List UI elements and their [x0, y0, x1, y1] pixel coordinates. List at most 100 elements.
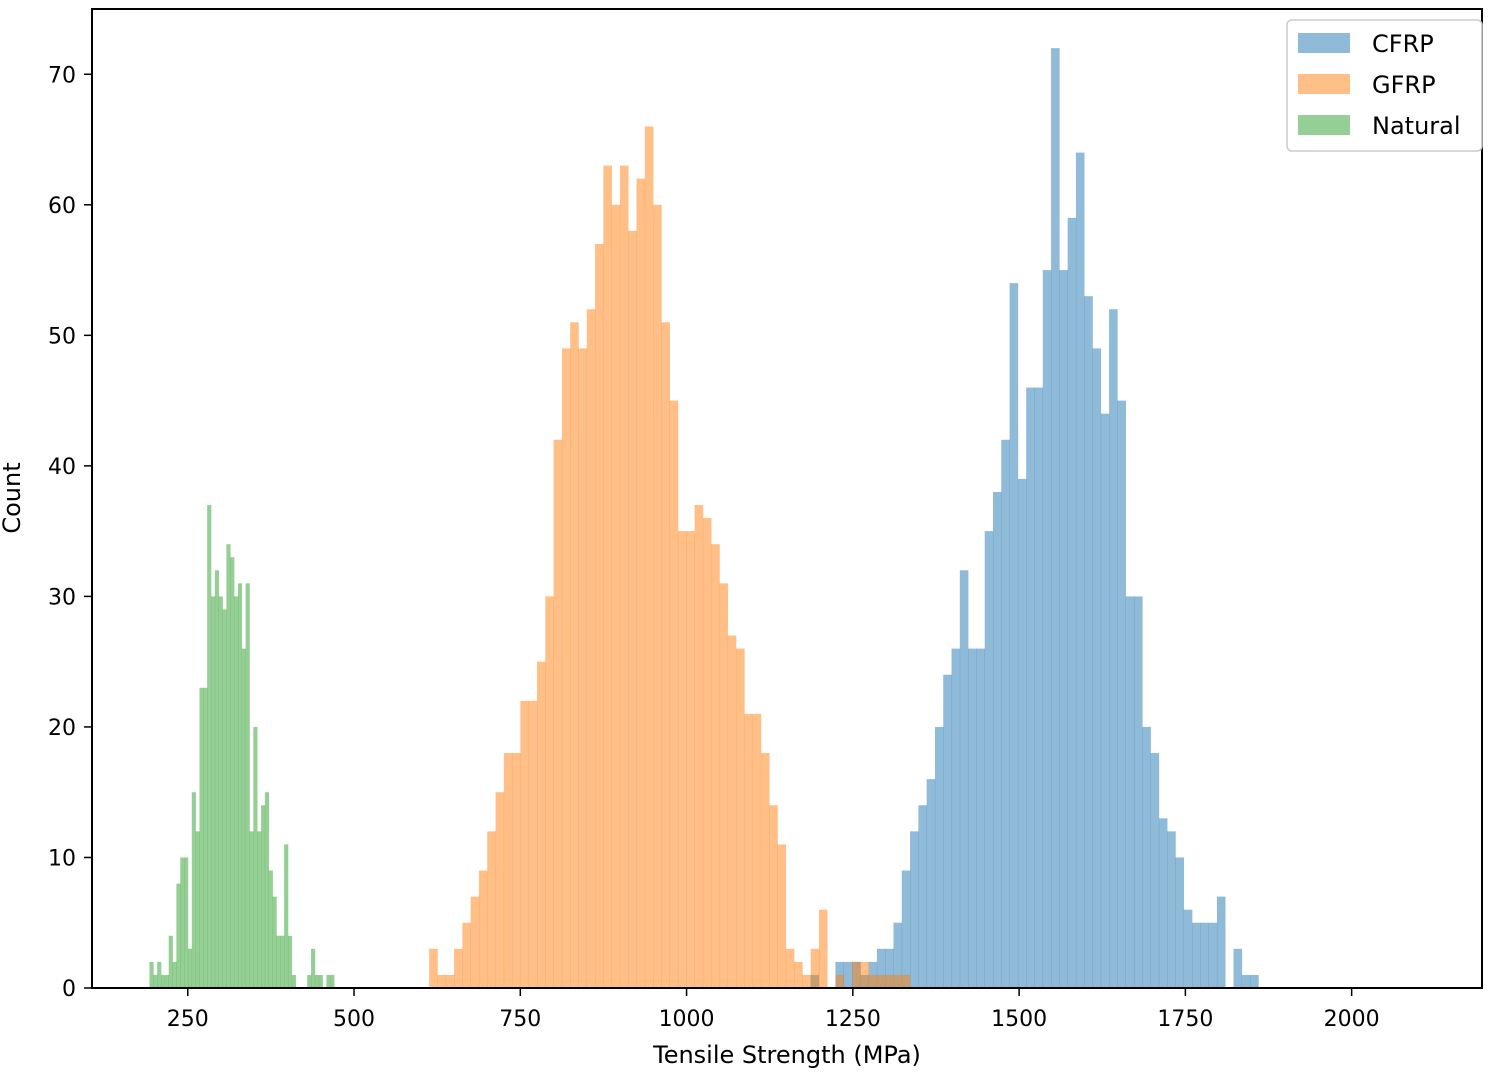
bar-gfrp — [877, 974, 886, 988]
bar-gfrp — [528, 700, 538, 988]
bar-cfrp — [1001, 439, 1010, 988]
bar-natural — [291, 974, 296, 988]
bar-gfrp — [777, 844, 787, 988]
bar-natural — [245, 583, 250, 988]
bar-natural — [330, 974, 335, 988]
bar-gfrp — [611, 204, 621, 989]
bar-cfrp — [901, 870, 911, 988]
bar-gfrp — [595, 243, 604, 988]
y-tick-label: 70 — [48, 63, 76, 88]
bar-cfrp — [1125, 596, 1135, 988]
x-axis-ticks: 250 500 750 1000 1250 1500 1750 2000 — [167, 988, 1380, 1032]
bar-natural — [176, 883, 181, 988]
bar-gfrp — [702, 518, 712, 988]
bar-natural — [187, 948, 193, 988]
bar-gfrp — [503, 753, 513, 988]
bar-natural — [226, 544, 231, 988]
bar-cfrp — [1075, 152, 1085, 989]
bar-gfrp — [719, 583, 729, 988]
bar-cfrp — [1241, 974, 1251, 988]
x-tick-label: 500 — [333, 1007, 375, 1032]
y-tick-label: 20 — [48, 716, 76, 741]
bar-natural — [218, 596, 223, 988]
bar-cfrp — [1042, 270, 1052, 988]
bar-natural — [280, 935, 285, 988]
bar-natural — [214, 570, 220, 988]
bar-natural — [184, 857, 189, 988]
y-tick-label: 50 — [48, 324, 76, 349]
bar-gfrp — [437, 974, 447, 988]
bar-cfrp — [993, 491, 1002, 988]
bar-gfrp — [818, 909, 828, 988]
bar-cfrp — [959, 570, 969, 988]
bar-natural — [307, 974, 312, 988]
bar-cfrp — [1017, 478, 1027, 988]
bar-cfrp — [1150, 753, 1160, 988]
bar-cfrp — [934, 726, 944, 988]
bar-gfrp — [661, 322, 670, 988]
bar-natural — [326, 974, 331, 988]
bar-cfrp — [1142, 726, 1151, 988]
bar-gfrp — [901, 974, 911, 988]
bar-natural — [211, 596, 216, 988]
y-tick-label: 30 — [48, 585, 76, 610]
bar-gfrp — [561, 348, 571, 988]
bar-gfrp — [570, 322, 579, 988]
bar-gfrp — [619, 165, 629, 988]
bar-natural — [149, 961, 154, 988]
bar-cfrp — [910, 831, 919, 988]
plot-frame — [91, 8, 1483, 989]
bar-natural — [237, 583, 243, 988]
bar-cfrp — [1051, 48, 1060, 989]
legend-swatch-gfrp — [1298, 74, 1350, 94]
bar-gfrp — [860, 961, 870, 988]
bar-gfrp — [736, 648, 745, 988]
bar-cfrp — [1200, 922, 1209, 988]
bar-gfrp — [578, 348, 588, 988]
bar-cfrp — [968, 648, 977, 988]
bar-gfrp — [445, 974, 455, 988]
bar-natural — [257, 831, 262, 988]
bar-cfrp — [1175, 857, 1185, 988]
series-cfrp — [810, 48, 1259, 989]
bar-natural — [241, 648, 246, 988]
bar-gfrp — [603, 165, 612, 988]
bar-gfrp — [636, 178, 646, 988]
bar-cfrp — [918, 805, 927, 988]
bar-gfrp — [694, 505, 704, 988]
x-tick-label: 250 — [167, 1007, 209, 1032]
y-tick-label: 0 — [62, 977, 76, 1002]
bars-layer — [149, 48, 1259, 989]
bar-gfrp — [478, 870, 488, 988]
bar-natural — [164, 974, 169, 988]
bar-cfrp — [1059, 270, 1068, 988]
bar-cfrp — [893, 922, 903, 988]
bar-natural — [195, 831, 200, 988]
bar-gfrp — [512, 753, 521, 988]
bar-natural — [203, 687, 208, 988]
bar-natural — [311, 948, 316, 988]
bar-natural — [253, 726, 258, 988]
bar-gfrp — [752, 713, 762, 988]
bar-cfrp — [1100, 413, 1110, 988]
bar-gfrp — [454, 948, 463, 988]
bar-cfrp — [1009, 283, 1019, 988]
bar-gfrp — [760, 753, 770, 988]
bar-gfrp — [462, 922, 471, 988]
y-axis-ticks: 0 10 20 30 40 50 60 70 — [48, 63, 92, 1002]
bar-natural — [314, 974, 320, 988]
bar-gfrp — [852, 961, 861, 988]
bar-cfrp — [868, 961, 878, 988]
bar-natural — [268, 870, 273, 988]
bar-cfrp — [1109, 309, 1118, 989]
bar-natural — [276, 935, 281, 988]
bar-natural — [157, 961, 162, 988]
x-tick-label: 2000 — [1324, 1007, 1380, 1032]
bar-gfrp — [628, 230, 637, 988]
bar-natural — [180, 857, 185, 988]
legend-swatch-cfrp — [1298, 33, 1350, 53]
bar-cfrp — [1216, 896, 1226, 988]
bar-natural — [172, 961, 177, 988]
bar-cfrp — [926, 779, 936, 988]
y-tick-label: 10 — [48, 846, 76, 871]
